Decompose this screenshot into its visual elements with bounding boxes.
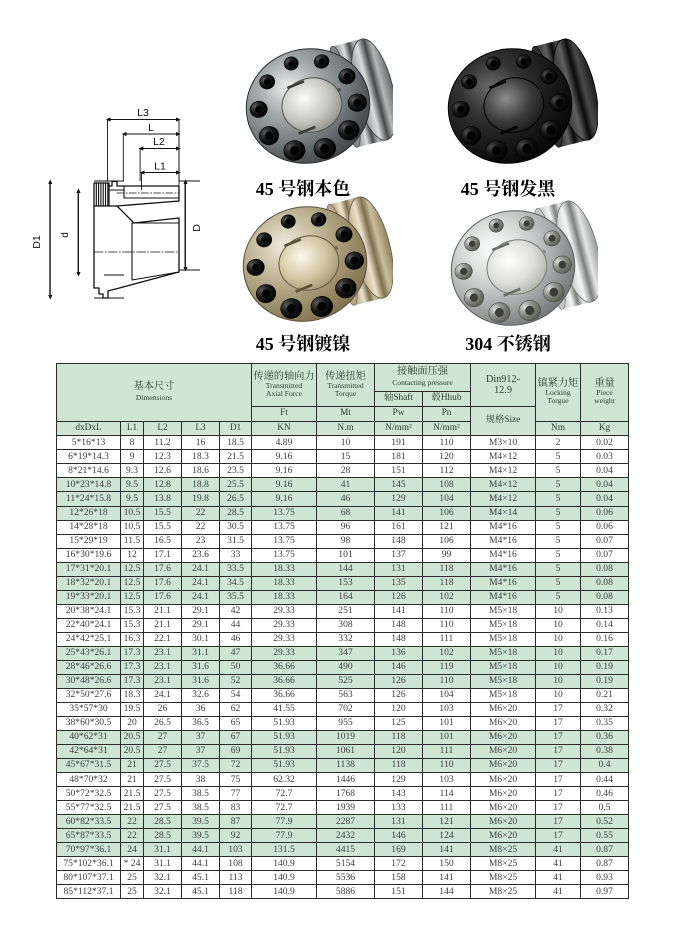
svg-text:D: D xyxy=(191,224,203,232)
svg-text:d: d xyxy=(60,232,71,238)
svg-text:L: L xyxy=(148,122,154,134)
svg-text:L2: L2 xyxy=(153,136,165,148)
svg-text:D1: D1 xyxy=(31,235,43,249)
svg-text:L1: L1 xyxy=(154,161,166,173)
svg-text:L3: L3 xyxy=(137,107,149,119)
